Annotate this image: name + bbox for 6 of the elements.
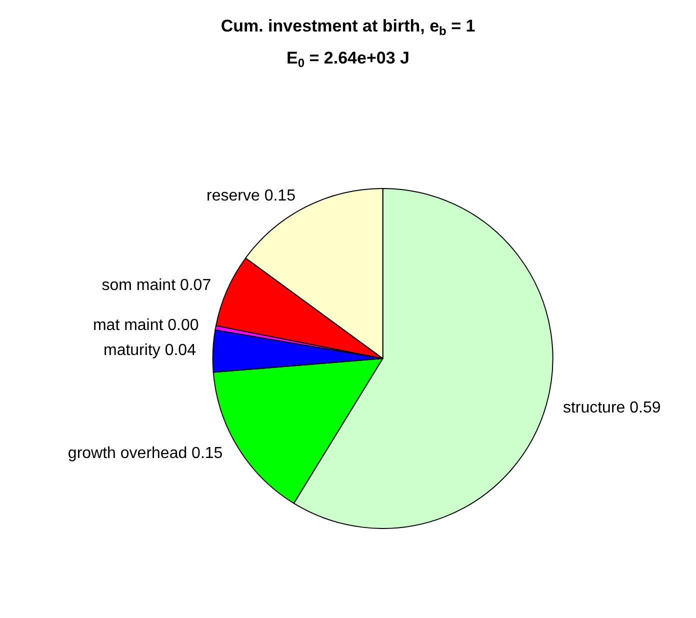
- slice-label: maturity 0.04: [103, 342, 196, 359]
- slice-label: mat maint 0.00: [92, 317, 199, 334]
- slice-label: growth overhead 0.15: [68, 445, 223, 462]
- slice-label: structure 0.59: [562, 399, 661, 416]
- slice-label: som maint 0.07: [102, 276, 212, 294]
- slice-label: reserve 0.15: [206, 188, 296, 205]
